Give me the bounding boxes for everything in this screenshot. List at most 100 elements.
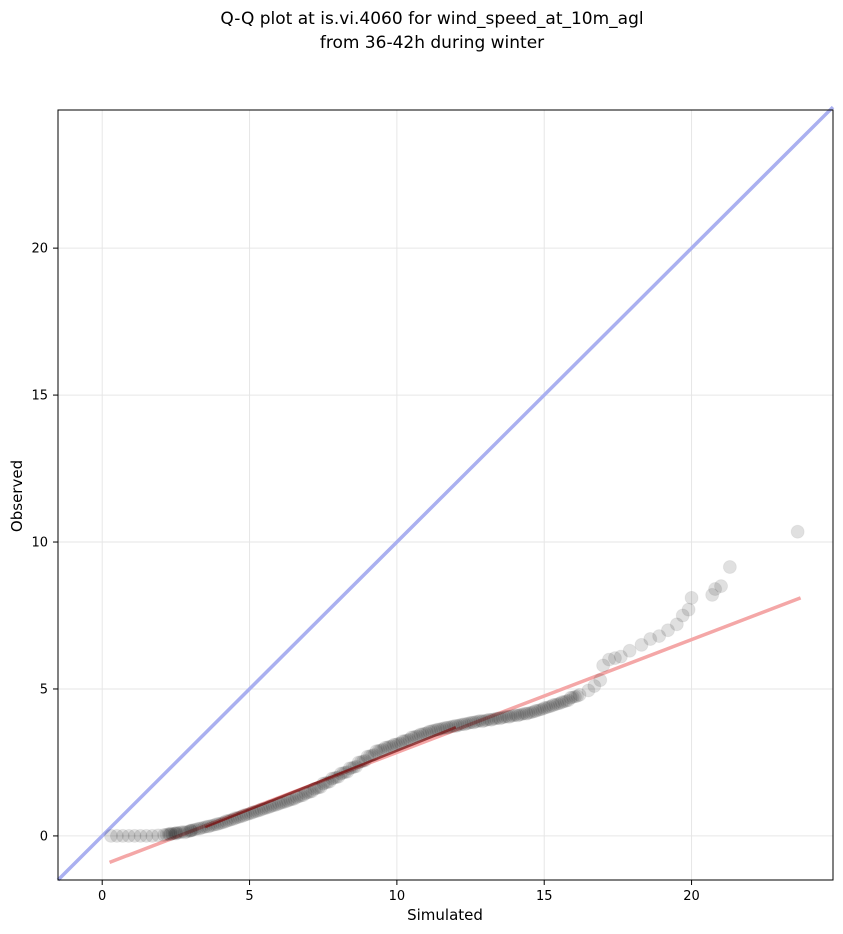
point-0 [104,828,119,843]
point-55-dense-3 [562,693,576,707]
point-12-dense-1 [180,825,194,839]
point-38-dense-3 [411,729,425,743]
y-tick-label-3: 15 [31,389,48,404]
point-49-dense-1 [504,709,518,723]
point-14-dense-2 [197,820,211,834]
point-24-dense-2 [285,792,299,806]
point-39-dense-1 [416,727,430,741]
point-23-dense-1 [274,796,288,810]
point-3 [121,828,136,843]
point-13-dense-2 [188,822,202,836]
point-73 [684,590,699,605]
point-54-dense-2 [550,697,564,711]
point-57 [572,687,587,702]
point-50 [510,708,525,723]
point-43-dense-3 [455,717,469,731]
point-66 [634,637,649,652]
point-10-dense-1 [165,827,179,841]
point-14-dense-1 [195,821,209,835]
point-9-dense-3 [164,826,178,840]
point-13-dense-1 [186,823,200,837]
point-38-dense-2 [409,729,423,743]
point-54 [546,698,561,713]
identity-line [56,105,835,882]
point-44-dense-2 [462,716,476,730]
point-45-dense-1 [469,715,483,729]
point-26-dense-3 [305,785,319,799]
point-52 [528,704,543,719]
point-53-dense-1 [539,700,553,714]
point-45-dense-3 [473,714,487,728]
y-tick-label-1: 5 [40,682,48,697]
y-tick-label-2: 10 [31,536,48,551]
point-44 [457,717,472,732]
point-9-dense-1 [159,827,173,841]
y-tick-label-0: 0 [40,829,48,844]
x-tick-label-2: 10 [389,889,406,904]
point-44-dense-1 [460,717,474,731]
point-65 [622,643,637,658]
point-9 [157,828,172,843]
point-10-dense-2 [167,826,181,840]
point-55 [554,695,569,710]
point-37-dense-1 [398,734,412,748]
point-54-dense-1 [548,698,562,712]
point-9-dense-2 [162,827,176,841]
point-53-dense-3 [544,699,558,713]
point-12-dense-3 [184,824,198,838]
point-49-dense-2 [506,709,520,723]
point-51 [519,706,534,721]
point-26-dense-1 [301,786,315,800]
axis-ticks: 0 5 10 15 20 0 5 10 15 20 [31,242,699,904]
point-34-dense-3 [376,743,390,757]
point-77 [722,560,737,575]
chart-title-line-1: Q-Q plot at is.vi.4060 for wind_speed_at… [220,9,643,29]
point-70 [669,617,684,632]
point-64 [613,649,628,664]
point-37-dense-3 [402,733,416,747]
point-75 [708,582,723,597]
point-22-dense-3 [270,798,284,812]
reference-lines [56,105,835,882]
point-49 [501,709,516,724]
point-35-dense-1 [380,740,394,754]
chart-title-line-2: from 36-42h during winter [320,33,544,53]
point-24-dense-3 [287,792,301,806]
point-25-dense-3 [296,788,310,802]
point-68 [652,629,667,644]
point-34-dense-2 [374,743,388,757]
point-1 [109,828,124,843]
point-47-dense-2 [489,712,503,726]
point-7 [145,828,160,843]
point-51-dense-1 [522,706,536,720]
point-52-dense-2 [533,703,547,717]
point-44-dense-3 [464,715,478,729]
point-69 [660,623,675,638]
point-5 [133,828,148,843]
x-tick-label-0: 0 [98,889,106,904]
point-56-dense-1 [566,690,580,704]
point-24-dense-1 [283,793,297,807]
point-50-dense-2 [515,707,529,721]
point-58 [581,683,596,698]
point-10 [162,827,177,842]
point-46-dense-2 [480,713,494,727]
point-45 [466,715,481,730]
point-78 [790,524,805,539]
point-4 [127,828,142,843]
point-72 [681,602,696,617]
point-52-dense-3 [535,702,549,716]
plot-frame [57,109,834,881]
point-53-dense-2 [542,700,556,714]
point-11-dense-1 [171,826,185,840]
x-tick-label-3: 15 [536,889,553,904]
point-6 [139,828,154,843]
point-56 [563,690,578,705]
x-axis-label: Simulated [407,906,483,924]
point-62 [602,652,617,667]
point-76 [714,579,729,594]
trend-overlay-line [204,726,457,829]
point-12 [177,825,192,840]
point-46-dense-1 [478,714,492,728]
